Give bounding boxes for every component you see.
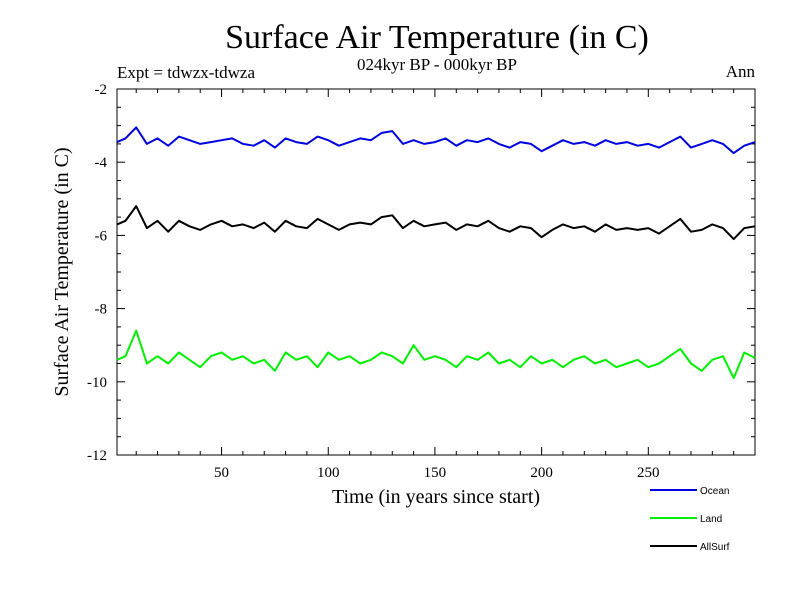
plot-frame [116, 88, 756, 456]
x-tick-label: 250 [637, 465, 660, 481]
y-tick-label: -12 [87, 448, 107, 464]
y-tick-label: -6 [95, 228, 108, 244]
x-axis: 50 100 150 200 250 [135, 89, 735, 481]
legend: Ocean Land AllSurf [650, 486, 730, 553]
y-tick-label: -8 [95, 302, 108, 318]
plot-lines [116, 126, 756, 380]
chart-subtitle: 024kyr BP - 000kyr BP [357, 55, 517, 74]
legend-label-allsurf: AllSurf [700, 542, 730, 553]
y-axis-label: Surface Air Temperature (in C) [51, 147, 73, 396]
x-tick-label: 200 [530, 465, 553, 481]
series-line-allsurf [116, 205, 756, 241]
series-line-land [116, 329, 756, 380]
season-label: Ann [726, 62, 756, 81]
chart-title: Surface Air Temperature (in C) [225, 19, 649, 56]
y-tick-label: -2 [95, 82, 108, 98]
y-axis: -2 -4 -6 -8 -10 -12 [87, 82, 755, 464]
x-tick-label: 150 [424, 465, 447, 481]
legend-label-land: Land [700, 514, 722, 525]
expt-label: Expt = tdwzx-tdwza [117, 63, 255, 82]
x-tick-label: 50 [214, 465, 229, 481]
legend-label-ocean: Ocean [700, 486, 729, 497]
series-line-ocean [116, 126, 756, 155]
x-axis-label: Time (in years since start) [332, 486, 540, 508]
y-tick-label: -4 [95, 155, 108, 171]
y-tick-label: -10 [87, 375, 107, 391]
x-tick-label: 100 [317, 465, 340, 481]
